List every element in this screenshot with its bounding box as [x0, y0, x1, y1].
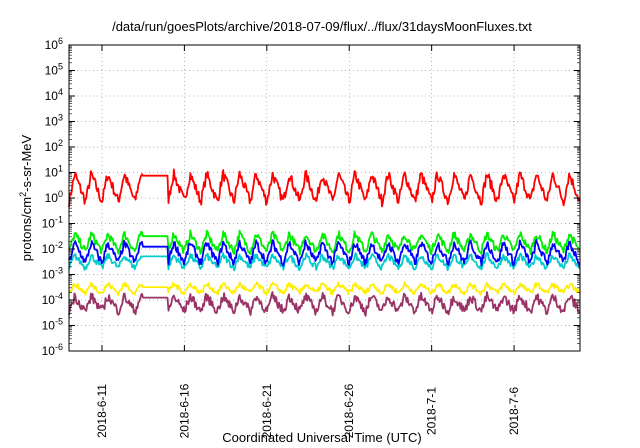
grid-lines: [69, 45, 580, 351]
y-tick-label: 105: [45, 62, 63, 78]
y-axis-ticks: 10-6 10-5 10-4 10-3 10-2 10-1 100 101 102 103 104 1…: [42, 36, 580, 358]
y-tick-label: 102: [45, 138, 63, 154]
x-axis-label: Coordinated Universal Time (UTC): [222, 430, 421, 445]
x-tick-label: 2018-6-26: [342, 383, 356, 438]
y-tick-label: 101: [45, 164, 63, 180]
y-tick-label: 10-4: [42, 291, 63, 307]
series-line-2: [68, 229, 581, 256]
series-group: [68, 168, 581, 317]
series-line-4: [68, 238, 581, 267]
series-line-6: [68, 291, 581, 317]
x-tick-label: 2018-6-21: [260, 383, 274, 438]
y-axis-label: protons/cm2-s-sr-MeV: [18, 134, 34, 261]
x-tick-label: 2018-7-1: [425, 387, 439, 435]
y-tick-label: 103: [45, 113, 63, 129]
x-tick-label: 2018-6-11: [95, 384, 109, 438]
series-line-3: [68, 252, 581, 272]
y-tick-label: 104: [45, 87, 63, 103]
x-tick-label: 2018-6-16: [177, 383, 191, 438]
y-tick-label: 106: [45, 36, 63, 52]
y-tick-label: 10-3: [42, 266, 63, 282]
x-tick-label: 2018-7-6: [507, 387, 521, 435]
series-line-1: [68, 168, 581, 208]
x-axis-ticks: 2018-6-11 2018-6-16 2018-6-21 2018-6-26 2018…: [95, 45, 521, 438]
y-tick-label: 10-6: [42, 342, 63, 358]
y-tick-label: 100: [45, 189, 63, 205]
chart-title: /data/run/goesPlots/archive/2018-07-09/f…: [112, 19, 532, 34]
y-tick-label: 10-2: [42, 240, 63, 256]
y-tick-label: 10-1: [42, 215, 63, 231]
series-line-5: [68, 281, 581, 297]
y-tick-label: 10-5: [42, 317, 63, 333]
